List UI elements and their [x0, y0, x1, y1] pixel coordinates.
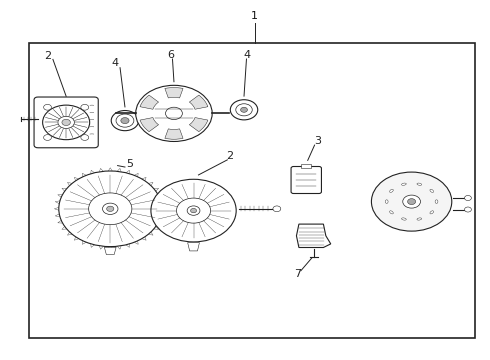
- Circle shape: [59, 171, 162, 247]
- Text: 3: 3: [314, 136, 321, 146]
- Ellipse shape: [385, 200, 388, 203]
- Circle shape: [116, 114, 134, 127]
- Ellipse shape: [402, 218, 406, 220]
- Circle shape: [107, 206, 114, 211]
- Circle shape: [176, 198, 211, 223]
- Circle shape: [102, 203, 118, 215]
- Circle shape: [371, 172, 452, 231]
- Ellipse shape: [435, 200, 438, 203]
- Ellipse shape: [430, 211, 434, 214]
- Wedge shape: [140, 118, 159, 132]
- Circle shape: [187, 206, 200, 215]
- Ellipse shape: [402, 183, 406, 185]
- Circle shape: [151, 179, 236, 242]
- Wedge shape: [189, 118, 208, 132]
- Ellipse shape: [430, 189, 434, 192]
- Polygon shape: [104, 247, 116, 255]
- Circle shape: [121, 118, 129, 123]
- Wedge shape: [165, 129, 183, 139]
- Text: 7: 7: [294, 269, 301, 279]
- Bar: [301, 164, 311, 168]
- Text: 4: 4: [244, 50, 251, 60]
- Circle shape: [403, 195, 420, 208]
- Circle shape: [43, 105, 90, 140]
- Circle shape: [166, 107, 182, 120]
- Text: 2: 2: [45, 51, 51, 61]
- Wedge shape: [165, 87, 183, 98]
- Circle shape: [191, 208, 196, 213]
- Circle shape: [465, 195, 471, 201]
- Circle shape: [81, 104, 89, 110]
- Circle shape: [81, 135, 89, 140]
- Circle shape: [236, 104, 252, 116]
- Circle shape: [44, 135, 51, 140]
- Circle shape: [44, 104, 51, 110]
- Text: 5: 5: [126, 159, 133, 169]
- Circle shape: [465, 207, 471, 212]
- Circle shape: [241, 107, 247, 112]
- Ellipse shape: [390, 211, 393, 214]
- Text: 2: 2: [226, 151, 233, 161]
- Polygon shape: [296, 224, 331, 248]
- Circle shape: [58, 116, 74, 129]
- Circle shape: [230, 100, 258, 120]
- Ellipse shape: [390, 189, 393, 192]
- Ellipse shape: [417, 183, 421, 185]
- Circle shape: [62, 119, 71, 126]
- Circle shape: [89, 193, 132, 225]
- Wedge shape: [140, 95, 159, 109]
- Ellipse shape: [417, 218, 421, 220]
- Text: 6: 6: [167, 50, 174, 60]
- Text: 1: 1: [251, 11, 258, 21]
- FancyBboxPatch shape: [34, 97, 98, 148]
- Circle shape: [111, 111, 139, 131]
- Wedge shape: [189, 95, 208, 109]
- FancyBboxPatch shape: [291, 166, 321, 194]
- Bar: [29, 43, 475, 338]
- Text: 4: 4: [112, 58, 119, 68]
- Circle shape: [408, 199, 416, 204]
- Polygon shape: [188, 243, 199, 251]
- Circle shape: [136, 85, 212, 141]
- Circle shape: [273, 206, 281, 212]
